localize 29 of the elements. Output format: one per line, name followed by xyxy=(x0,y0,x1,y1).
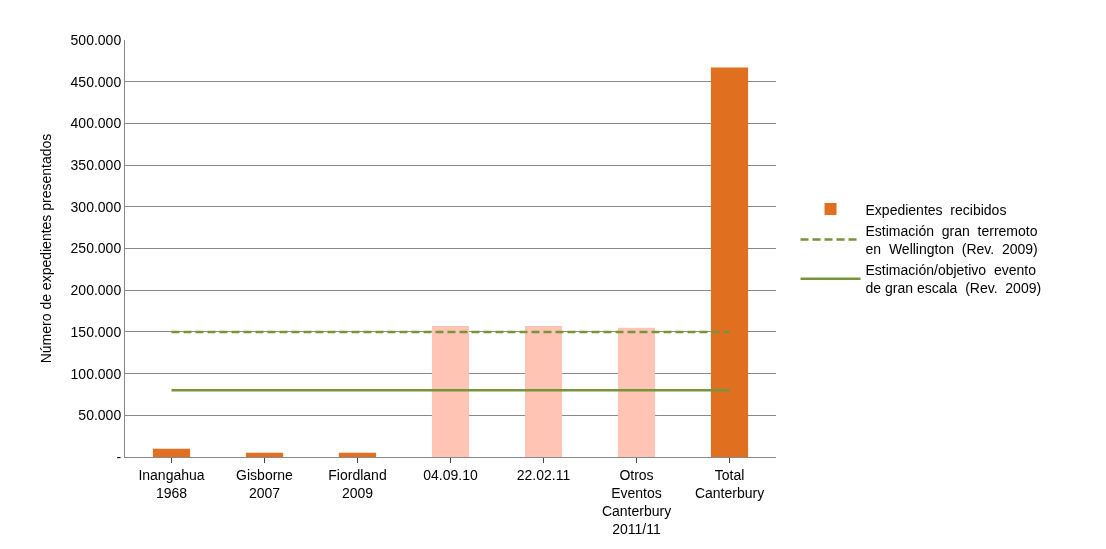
y-tick-label: 50.000 xyxy=(78,407,122,424)
y-tick-label: 450.000 xyxy=(70,73,122,90)
bar xyxy=(338,452,377,457)
y-tick-label: 300.000 xyxy=(70,198,122,215)
y-tick-label: 500.000 xyxy=(70,31,122,48)
x-tick-label: Inangahua 1968 xyxy=(138,466,205,501)
bar xyxy=(245,452,284,457)
y-tick-label: 150.000 xyxy=(70,323,122,340)
bar xyxy=(710,67,749,457)
y-tick-label: - xyxy=(116,448,122,465)
x-tick-label: Total Canterbury xyxy=(694,466,765,501)
y-axis-title: Número de expedientes presentados xyxy=(38,133,55,364)
x-tick-label: Otros Eventos Canterbury 2011/11 xyxy=(601,466,672,538)
x-tick-label: 04.09.10 xyxy=(423,466,478,483)
y-tick-label: 250.000 xyxy=(70,240,122,257)
legend-label: Estimación gran terremoto en Wellington (Rev. 2009) xyxy=(865,222,1038,257)
y-tick-label: 350.000 xyxy=(70,157,122,173)
y-tick-label: 100.000 xyxy=(70,365,122,382)
y-tick-label: 400.000 xyxy=(70,115,122,132)
x-tick-label: Gisborne 2007 xyxy=(236,466,294,501)
bar xyxy=(617,327,656,457)
bar xyxy=(431,326,470,457)
x-tick-label: 22.02.11 xyxy=(516,466,571,483)
legend-label: Expedientes recibidos xyxy=(865,201,1007,218)
bar xyxy=(524,326,563,457)
x-tick-label: Fiordland 2009 xyxy=(328,466,387,501)
bar xyxy=(152,448,191,457)
legend-label: Estimación/objetivo evento de gran escala (Rev. 2009) xyxy=(865,262,1042,297)
y-tick-label: 200.000 xyxy=(70,282,122,299)
